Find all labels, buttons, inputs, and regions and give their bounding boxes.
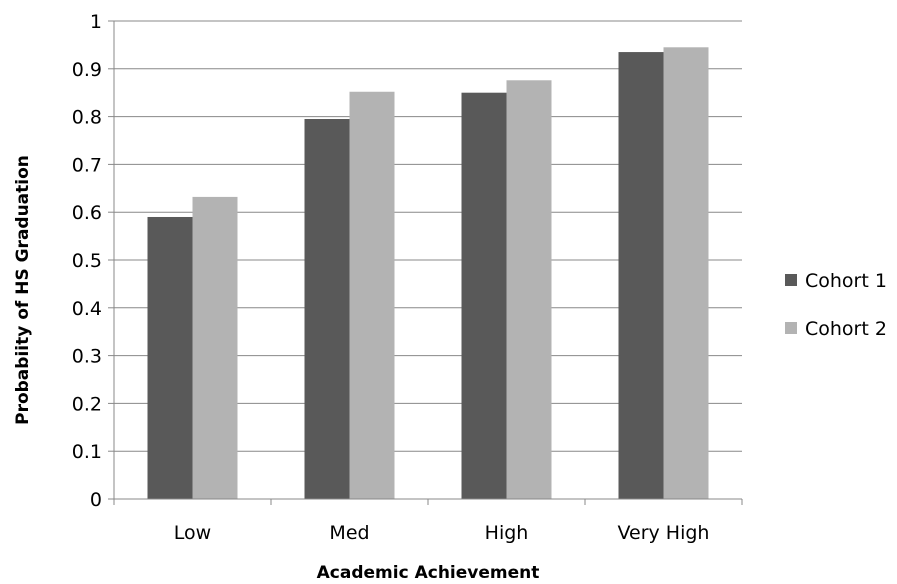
y-tick-label: 0.7 [72,154,102,176]
x-tick-label: Med [329,522,369,544]
y-tick-label: 0.8 [72,107,102,129]
y-tick-label: 0.9 [72,59,102,81]
y-tick-label: 0.4 [72,298,102,320]
tick-labels: 0 0.1 0.2 0.3 0.4 0.5 0.6 0.7 0.8 0.9 1 Low Med High V… [72,11,710,544]
bar-cohort-2-very-high [663,47,709,499]
y-tick-label: 0.6 [72,202,102,224]
y-tick-label: 0.5 [72,250,102,272]
y-tick-label: 1 [90,11,102,33]
bars [147,47,709,500]
x-tick-label: High [485,522,529,544]
x-axis-title: Academic Achievement [317,563,540,583]
bar-cohort-1-med [304,118,350,500]
bar-cohort-2-med [349,91,395,499]
bar-cohort-2-high [506,80,552,499]
y-axis-title: Probabiity of HS Graduation [13,155,33,425]
legend-label: Cohort 2 [805,318,887,340]
bar-cohort-1-high [461,92,507,499]
y-tick-label: 0.3 [72,346,102,368]
x-tick-label: Very High [618,522,710,544]
bar-cohort-1-low [147,216,193,500]
bar-cohort-1-very-high [618,52,664,499]
x-tick-label: Low [174,522,211,544]
bar-cohort-2-low [192,196,238,500]
y-tick-label: 0.1 [72,441,102,463]
y-tick-label: 0 [90,489,102,511]
axes [108,20,743,505]
legend-swatch [785,322,797,334]
y-tick-label: 0.2 [72,393,102,415]
legend-label: Cohort 1 [805,270,887,292]
legend: Cohort 1 Cohort 2 [785,270,887,340]
legend-swatch [785,274,797,286]
